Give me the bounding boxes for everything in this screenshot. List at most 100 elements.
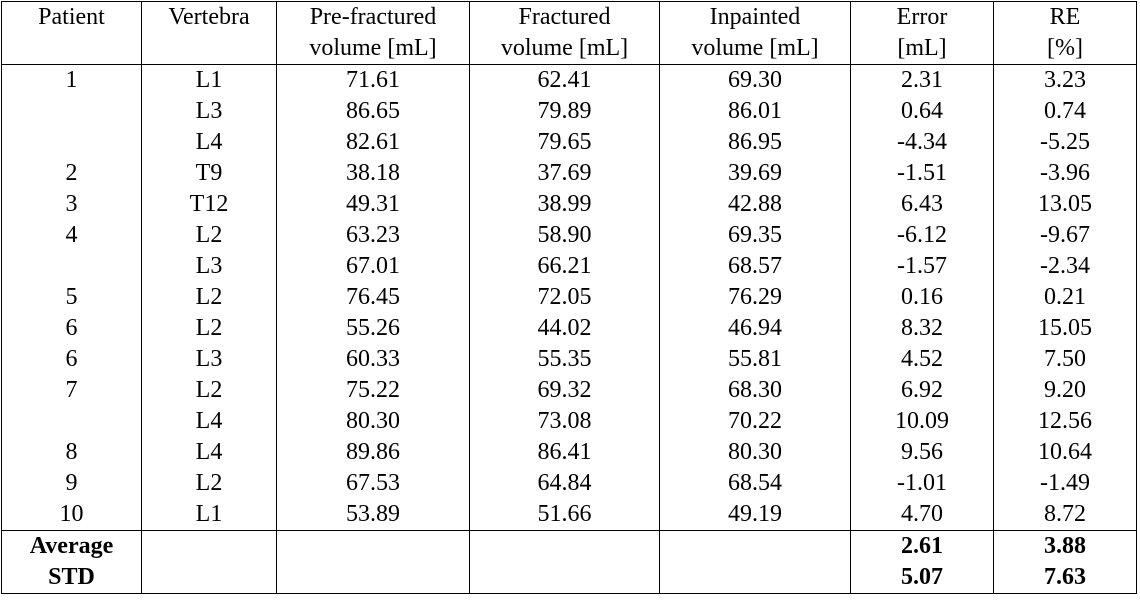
cell-error: 9.56 xyxy=(850,437,994,468)
cell-vertebra: L3 xyxy=(141,96,277,127)
summary-empty-cell xyxy=(276,530,470,562)
cell-re: 9.20 xyxy=(993,375,1137,406)
header-inpainted: Inpainted xyxy=(659,1,851,33)
cell-fractured-volume: 79.89 xyxy=(469,96,660,127)
cell-re: 15.05 xyxy=(993,313,1137,344)
cell-vertebra: T9 xyxy=(141,158,277,189)
cell-patient: 6 xyxy=(1,313,142,344)
table-row: L4 82.61 79.65 86.95 -4.34 -5.25 xyxy=(1,127,1137,158)
cell-inpainted-volume: 86.01 xyxy=(659,96,851,127)
cell-vertebra: L4 xyxy=(141,406,277,437)
cell-error: -1.01 xyxy=(850,468,994,499)
cell-patient xyxy=(1,96,142,127)
cell-fractured-volume: 79.65 xyxy=(469,127,660,158)
cell-pre-fractured-volume: 82.61 xyxy=(276,127,470,158)
cell-inpainted-volume: 49.19 xyxy=(659,499,851,531)
summary-body: Average 2.61 3.88 STD 5.07 7.63 xyxy=(1,530,1137,594)
table-row: 9 L2 67.53 64.84 68.54 -1.01 -1.49 xyxy=(1,468,1137,499)
table-header: Patient Vertebra Pre-fractured Fractured… xyxy=(1,1,1137,65)
results-table-container: Patient Vertebra Pre-fractured Fractured… xyxy=(1,1,1137,594)
cell-fractured-volume: 66.21 xyxy=(469,251,660,282)
cell-inpainted-volume: 46.94 xyxy=(659,313,851,344)
header-pre-fractured-unit: volume [mL] xyxy=(276,33,470,65)
summary-row: STD 5.07 7.63 xyxy=(1,562,1137,594)
table-row: L4 80.30 73.08 70.22 10.09 12.56 xyxy=(1,406,1137,437)
cell-re: 0.21 xyxy=(993,282,1137,313)
table-row: 8 L4 89.86 86.41 80.30 9.56 10.64 xyxy=(1,437,1137,468)
cell-re: -1.49 xyxy=(993,468,1137,499)
cell-vertebra: L3 xyxy=(141,344,277,375)
cell-fractured-volume: 64.84 xyxy=(469,468,660,499)
cell-inpainted-volume: 68.57 xyxy=(659,251,851,282)
cell-re: -2.34 xyxy=(993,251,1137,282)
cell-error: 2.31 xyxy=(850,64,994,96)
cell-fractured-volume: 44.02 xyxy=(469,313,660,344)
cell-vertebra: L3 xyxy=(141,251,277,282)
table-row: 6 L2 55.26 44.02 46.94 8.32 15.05 xyxy=(1,313,1137,344)
cell-re: -3.96 xyxy=(993,158,1137,189)
cell-fractured-volume: 38.99 xyxy=(469,189,660,220)
table-row: L3 67.01 66.21 68.57 -1.57 -2.34 xyxy=(1,251,1137,282)
summary-label: STD xyxy=(1,562,142,594)
header-fractured: Fractured xyxy=(469,1,660,33)
table-row: 2 T9 38.18 37.69 39.69 -1.51 -3.96 xyxy=(1,158,1137,189)
cell-vertebra: L4 xyxy=(141,127,277,158)
cell-patient: 8 xyxy=(1,437,142,468)
table-row: 6 L3 60.33 55.35 55.81 4.52 7.50 xyxy=(1,344,1137,375)
cell-inpainted-volume: 76.29 xyxy=(659,282,851,313)
cell-vertebra: L4 xyxy=(141,437,277,468)
cell-pre-fractured-volume: 75.22 xyxy=(276,375,470,406)
header-error: Error xyxy=(850,1,994,33)
summary-re: 7.63 xyxy=(993,562,1137,594)
cell-patient xyxy=(1,251,142,282)
cell-patient: 9 xyxy=(1,468,142,499)
cell-inpainted-volume: 86.95 xyxy=(659,127,851,158)
cell-re: -5.25 xyxy=(993,127,1137,158)
table-row: 1 L1 71.61 62.41 69.30 2.31 3.23 xyxy=(1,64,1137,96)
header-vertebra-sub xyxy=(141,33,277,65)
table-row: 10 L1 53.89 51.66 49.19 4.70 8.72 xyxy=(1,499,1137,531)
summary-empty-cell xyxy=(659,530,851,562)
cell-pre-fractured-volume: 71.61 xyxy=(276,64,470,96)
summary-empty-cell xyxy=(659,562,851,594)
cell-vertebra: T12 xyxy=(141,189,277,220)
header-error-unit: [mL] xyxy=(850,33,994,65)
summary-row: Average 2.61 3.88 xyxy=(1,530,1137,562)
cell-vertebra: L2 xyxy=(141,220,277,251)
cell-fractured-volume: 51.66 xyxy=(469,499,660,531)
cell-patient xyxy=(1,406,142,437)
cell-re: 3.23 xyxy=(993,64,1137,96)
cell-re: 13.05 xyxy=(993,189,1137,220)
header-row-1: Patient Vertebra Pre-fractured Fractured… xyxy=(1,1,1137,33)
cell-pre-fractured-volume: 80.30 xyxy=(276,406,470,437)
cell-patient xyxy=(1,127,142,158)
summary-label: Average xyxy=(1,530,142,562)
cell-patient: 10 xyxy=(1,499,142,531)
cell-inpainted-volume: 55.81 xyxy=(659,344,851,375)
summary-error: 5.07 xyxy=(850,562,994,594)
cell-re: 12.56 xyxy=(993,406,1137,437)
cell-patient: 7 xyxy=(1,375,142,406)
cell-vertebra: L2 xyxy=(141,375,277,406)
cell-pre-fractured-volume: 67.53 xyxy=(276,468,470,499)
cell-error: -4.34 xyxy=(850,127,994,158)
cell-pre-fractured-volume: 49.31 xyxy=(276,189,470,220)
table-body: 1 L1 71.61 62.41 69.30 2.31 3.23 L3 86.65 79.89 86… xyxy=(1,64,1137,531)
cell-vertebra: L2 xyxy=(141,313,277,344)
cell-vertebra: L2 xyxy=(141,468,277,499)
table-row: 5 L2 76.45 72.05 76.29 0.16 0.21 xyxy=(1,282,1137,313)
summary-empty-cell xyxy=(469,530,660,562)
cell-re: 0.74 xyxy=(993,96,1137,127)
summary-error: 2.61 xyxy=(850,530,994,562)
cell-vertebra: L1 xyxy=(141,499,277,531)
cell-pre-fractured-volume: 89.86 xyxy=(276,437,470,468)
cell-patient: 1 xyxy=(1,64,142,96)
cell-pre-fractured-volume: 67.01 xyxy=(276,251,470,282)
cell-inpainted-volume: 42.88 xyxy=(659,189,851,220)
summary-empty-cell xyxy=(276,562,470,594)
table-row: 4 L2 63.23 58.90 69.35 -6.12 -9.67 xyxy=(1,220,1137,251)
cell-fractured-volume: 69.32 xyxy=(469,375,660,406)
vertebra-volume-table: Patient Vertebra Pre-fractured Fractured… xyxy=(1,1,1137,594)
summary-empty-cell xyxy=(141,530,277,562)
header-row-2: volume [mL] volume [mL] volume [mL] [mL]… xyxy=(1,33,1137,65)
